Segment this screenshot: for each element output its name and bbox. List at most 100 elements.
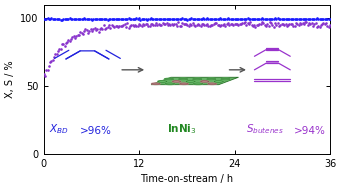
- Point: [64, 41, 70, 44]
- Point: [49, 59, 54, 62]
- Point: [194, 18, 199, 21]
- Point: [157, 23, 163, 26]
- Point: [42, 17, 48, 20]
- Point: [45, 69, 50, 72]
- Point: [44, 17, 49, 20]
- Point: [126, 26, 131, 29]
- Point: [92, 17, 98, 20]
- Point: [127, 24, 133, 27]
- Point: [231, 23, 236, 26]
- Point: [110, 17, 116, 20]
- Point: [250, 24, 256, 27]
- Point: [169, 17, 175, 20]
- Point: [207, 18, 212, 21]
- Point: [164, 18, 169, 21]
- Point: [101, 18, 106, 21]
- Point: [227, 23, 232, 26]
- Point: [129, 17, 134, 20]
- Point: [70, 17, 75, 20]
- Point: [317, 17, 322, 20]
- Point: [254, 24, 260, 27]
- Point: [42, 75, 48, 78]
- Point: [51, 18, 57, 21]
- Point: [261, 22, 266, 25]
- Point: [63, 41, 69, 44]
- Point: [318, 23, 324, 26]
- Point: [210, 18, 215, 21]
- Point: [112, 26, 117, 29]
- Point: [46, 65, 51, 68]
- Point: [202, 18, 207, 21]
- Circle shape: [173, 81, 181, 82]
- Point: [142, 18, 147, 21]
- Point: [190, 18, 195, 21]
- Point: [232, 18, 237, 21]
- Point: [189, 17, 194, 20]
- Point: [314, 16, 320, 19]
- Point: [259, 21, 265, 24]
- Point: [116, 18, 121, 21]
- Circle shape: [180, 83, 188, 84]
- Point: [161, 18, 167, 21]
- Point: [117, 17, 122, 20]
- Point: [310, 17, 316, 20]
- Point: [193, 24, 198, 27]
- Y-axis label: X, S / %: X, S / %: [5, 60, 15, 98]
- Circle shape: [164, 78, 174, 80]
- Point: [257, 17, 262, 20]
- Point: [80, 33, 86, 36]
- Point: [140, 22, 146, 25]
- Point: [163, 22, 168, 25]
- Point: [312, 22, 317, 25]
- Point: [183, 22, 189, 25]
- Point: [212, 17, 218, 20]
- Point: [193, 17, 198, 20]
- Point: [212, 21, 218, 24]
- Point: [97, 28, 103, 31]
- Point: [101, 24, 106, 27]
- Point: [246, 23, 252, 26]
- Point: [195, 22, 201, 26]
- Point: [41, 17, 46, 20]
- Circle shape: [193, 78, 202, 80]
- Point: [47, 60, 53, 63]
- Point: [270, 17, 275, 20]
- Point: [178, 17, 184, 20]
- Point: [53, 52, 58, 55]
- Point: [54, 52, 59, 55]
- Point: [298, 17, 304, 20]
- Point: [224, 17, 229, 20]
- Point: [221, 23, 227, 26]
- Point: [100, 28, 105, 31]
- Point: [301, 23, 307, 26]
- Point: [292, 25, 297, 28]
- Point: [129, 23, 134, 26]
- Point: [210, 23, 215, 26]
- Point: [198, 17, 203, 20]
- Point: [320, 22, 325, 25]
- Point: [74, 17, 79, 20]
- Point: [308, 22, 313, 25]
- Point: [245, 17, 250, 20]
- Point: [203, 17, 208, 20]
- Point: [157, 17, 163, 20]
- Point: [305, 17, 311, 20]
- Point: [51, 56, 57, 59]
- Point: [220, 18, 225, 21]
- Point: [47, 18, 53, 21]
- Point: [321, 21, 326, 24]
- Point: [248, 20, 253, 23]
- Point: [119, 24, 125, 27]
- Point: [199, 23, 205, 26]
- Point: [155, 24, 160, 27]
- Point: [291, 17, 296, 20]
- Point: [161, 22, 167, 25]
- Point: [177, 17, 182, 20]
- Point: [208, 24, 214, 27]
- Point: [109, 18, 114, 21]
- Point: [44, 69, 49, 72]
- Point: [325, 25, 330, 28]
- Point: [223, 24, 228, 27]
- Point: [258, 17, 264, 20]
- Point: [258, 22, 264, 26]
